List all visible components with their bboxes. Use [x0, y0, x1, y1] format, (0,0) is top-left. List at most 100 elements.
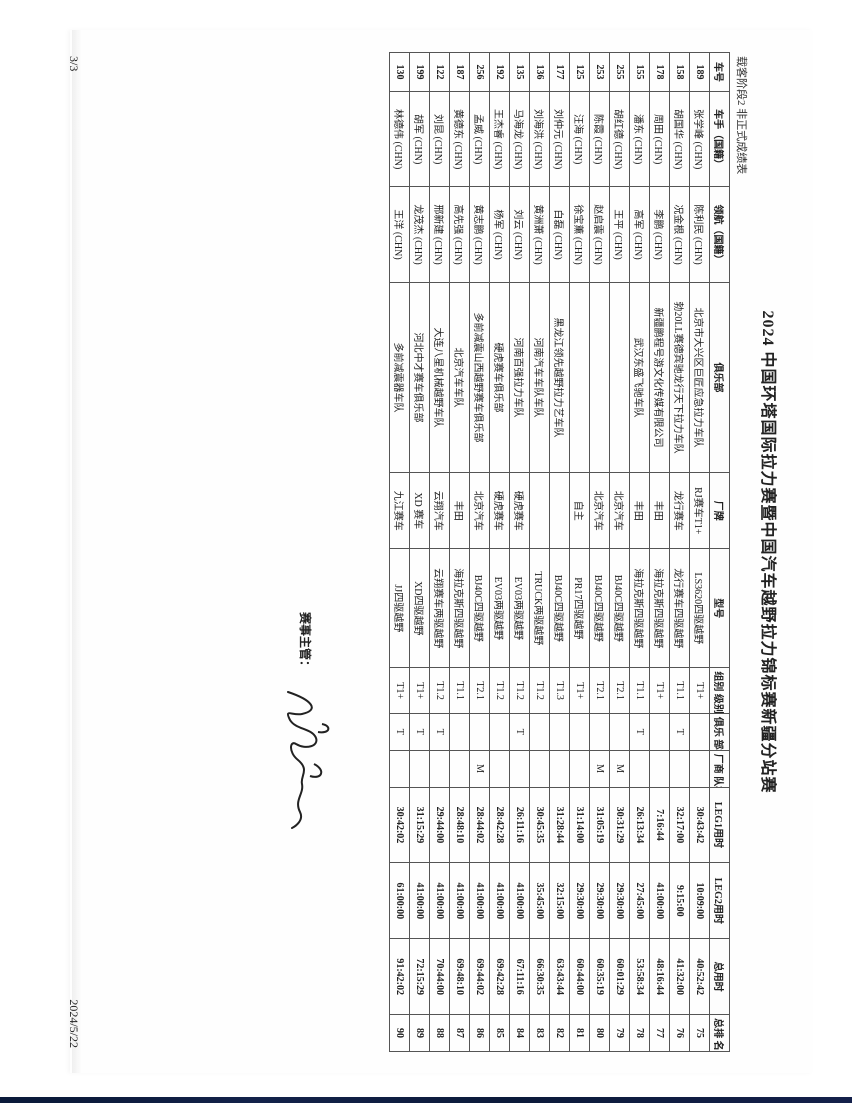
- cell-club: 黑龙江领先越野拉力艺车队: [550, 282, 570, 473]
- cell-brand: 硬虎赛车: [490, 472, 510, 548]
- cell-rank: 81: [570, 1014, 590, 1051]
- cell-driver: 汪海 (CHN): [570, 91, 590, 186]
- cell-brand: RJ赛车T1+: [690, 472, 710, 548]
- cell-clubcup: T: [670, 713, 690, 750]
- cell-club: 河南汽车车队车队: [530, 282, 550, 473]
- cell-model: BJ40C四驱越野: [590, 548, 610, 667]
- cell-driver: 胡国华 (CHN): [670, 91, 690, 186]
- rotated-document: 2024 中国环塔国际拉力赛暨中国汽车越野拉力锦标赛新疆分站赛 载客阶段2 非正…: [66, 52, 786, 1052]
- cell-leg1: 31:28:44: [550, 787, 570, 863]
- cell-brand: 云翔汽车: [430, 472, 450, 548]
- cell-mfgcup: [510, 750, 530, 787]
- cell-rank: 76: [670, 1014, 690, 1051]
- cell-model: EV03两驱越野: [510, 548, 530, 667]
- cell-nav: 徐宝薰 (CHN): [570, 186, 590, 281]
- cell-rank: 78: [630, 1014, 650, 1051]
- cell-leg2: 9:15:00: [670, 862, 690, 938]
- footer-page-number: 3/3: [66, 56, 81, 71]
- cell-carno: 155: [630, 52, 650, 91]
- cell-nav: 白磊 (CHN): [550, 186, 570, 281]
- cell-rank: 89: [410, 1014, 430, 1051]
- cell-total: 69:44:02: [470, 938, 490, 1014]
- cell-group: T1+: [570, 667, 590, 713]
- cell-leg2: 29:30:00: [590, 862, 610, 938]
- cell-nav: 陈利民 (CHN): [690, 186, 710, 281]
- table-row: 135马海龙 (CHN)刘云 (CHN)河南百强拉力车队硬虎赛车EV03两驱越野…: [510, 52, 530, 1051]
- cell-mfgcup: [630, 750, 650, 787]
- cell-leg1: 31:14:00: [570, 787, 590, 863]
- cell-leg1: 7:16:44: [650, 787, 670, 863]
- cell-club: 河南百强拉力车队: [510, 282, 530, 473]
- cell-group: T2.1: [610, 667, 630, 713]
- cell-rank: 90: [390, 1014, 410, 1051]
- cell-carno: 135: [510, 52, 530, 91]
- cell-club: 河北中才赛车俱乐部: [410, 282, 430, 473]
- cell-leg1: 30:43:42: [690, 787, 710, 863]
- cell-club: [590, 282, 610, 473]
- table-row: 158胡国华 (CHN)况金根 (CHN)勃20LL赛德宾驰龙行天下拉力车队龙行…: [670, 52, 690, 1051]
- cell-driver: 陈霞 (CHN): [590, 91, 610, 186]
- cell-model: 云翔赛车两驱越野: [430, 548, 450, 667]
- cell-club: 多前减震山西越野赛车俱乐部: [470, 282, 490, 473]
- cell-leg2: 61:00:00: [390, 862, 410, 938]
- th-club: 俱乐部: [710, 282, 730, 473]
- cell-driver: 刘昆 (CHN): [430, 91, 450, 186]
- cell-club: 北京市大兴区巨匠应急拉力车队: [690, 282, 710, 473]
- cell-carno: 125: [570, 52, 590, 91]
- cell-leg1: 28:44:02: [470, 787, 490, 863]
- cell-clubcup: [470, 713, 490, 750]
- cell-carno: 130: [390, 52, 410, 91]
- cell-mfgcup: M: [590, 750, 610, 787]
- cell-group: T2.1: [590, 667, 610, 713]
- cell-total: 53:58:34: [630, 938, 650, 1014]
- cell-total: 60:01:29: [610, 938, 630, 1014]
- cell-carno: 256: [470, 52, 490, 91]
- cell-carno: 255: [610, 52, 630, 91]
- cell-total: 70:44:00: [430, 938, 450, 1014]
- cell-clubcup: [590, 713, 610, 750]
- cell-clubcup: [550, 713, 570, 750]
- cell-clubcup: T: [430, 713, 450, 750]
- cell-model: XD四驱越野: [410, 548, 430, 667]
- cell-mfgcup: [450, 750, 470, 787]
- cell-rank: 79: [610, 1014, 630, 1051]
- table-row: 130林德伟 (CHN)王洋 (CHN)多前减震器车队九江赛车JJ四驱越野T1+…: [390, 52, 410, 1051]
- cell-brand: 北京汽车: [610, 472, 630, 548]
- cell-total: 91:42:02: [390, 938, 410, 1014]
- cell-clubcup: [490, 713, 510, 750]
- cell-group: T1.2: [430, 667, 450, 713]
- doc-title: 2024 中国环塔国际拉力赛暨中国汽车越野拉力锦标赛新疆分站赛: [758, 52, 782, 1052]
- cell-carno: 192: [490, 52, 510, 91]
- cell-leg1: 26:11:16: [510, 787, 530, 863]
- cell-model: BJ40C四驱越野: [470, 548, 490, 667]
- th-carno: 车号: [710, 52, 730, 91]
- cell-brand: 北京汽车: [470, 472, 490, 548]
- th-total: 总用时: [710, 938, 730, 1014]
- cell-driver: 潘东 (CHN): [630, 91, 650, 186]
- th-brand: 厂牌: [710, 472, 730, 548]
- table-body: 189张学峰 (CHN)陈利民 (CHN)北京市大兴区巨匠应急拉力车队RJ赛车T…: [390, 52, 710, 1051]
- cell-brand: [550, 472, 570, 548]
- cell-model: TRUCK两驱越野: [530, 548, 550, 667]
- cell-mfgcup: [690, 750, 710, 787]
- cell-rank: 82: [550, 1014, 570, 1051]
- cell-group: T1.2: [530, 667, 550, 713]
- cell-leg1: 28:48:10: [450, 787, 470, 863]
- table-row: 136刘海洪 (CHN)黄洲萧 (CHN)河南汽车车队车队TRUCK两驱越野T1…: [530, 52, 550, 1051]
- th-nav: 领航（国籍）: [710, 186, 730, 281]
- cell-leg2: 41:00:00: [430, 862, 450, 938]
- cell-leg2: 10:09:00: [690, 862, 710, 938]
- cell-model: 海拉克斯四驱越野: [630, 548, 650, 667]
- cell-mfgcup: [650, 750, 670, 787]
- cell-model: BJ40C四驱越野: [550, 548, 570, 667]
- cell-total: 63:43:44: [550, 938, 570, 1014]
- table-row: 199胡军 (CHN)龙茂杰 (CHN)河北中才赛车俱乐部XD 赛车XD四驱越野…: [410, 52, 430, 1051]
- cell-brand: 丰田: [650, 472, 670, 548]
- cell-mfgcup: [670, 750, 690, 787]
- cell-mfgcup: [410, 750, 430, 787]
- signature-label: 赛事主管：: [297, 612, 314, 672]
- cell-mfgcup: [550, 750, 570, 787]
- cell-rank: 75: [690, 1014, 710, 1051]
- cell-clubcup: [690, 713, 710, 750]
- cell-leg2: 41:00:00: [450, 862, 470, 938]
